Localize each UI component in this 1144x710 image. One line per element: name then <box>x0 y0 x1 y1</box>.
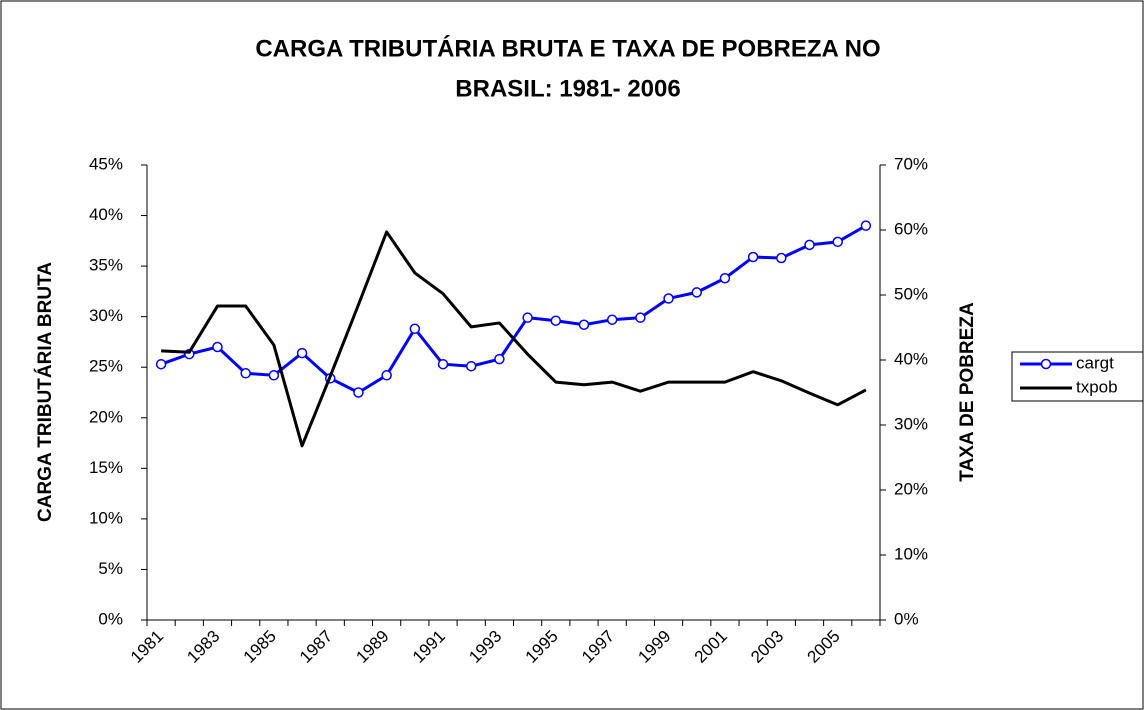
point-marker <box>494 353 505 365</box>
y2-tick-label: 60% <box>894 219 928 238</box>
point-marker <box>268 370 280 381</box>
point-marker <box>719 272 731 284</box>
point-marker <box>212 341 223 353</box>
y2-axis-title: TAXA DE POBREZA <box>957 302 978 482</box>
y-tick-label: 0% <box>98 609 123 628</box>
y-tick-label: 10% <box>89 508 123 527</box>
y-tick-label: 25% <box>89 357 123 376</box>
legend-box <box>1011 351 1144 402</box>
y-tick-label: 40% <box>89 205 123 224</box>
y-tick-label: 45% <box>89 154 123 173</box>
series-line <box>161 230 867 448</box>
point-marker <box>409 323 421 335</box>
point-marker <box>240 368 251 379</box>
y-tick-label: 15% <box>89 458 123 477</box>
legend-marker <box>1040 358 1052 370</box>
chart-title: CARGA TRIBUTÁRIA BRUTA E TAXA DE POBREZA… <box>255 34 880 62</box>
point-marker <box>635 312 646 323</box>
point-marker <box>606 314 618 325</box>
point-marker <box>691 287 702 298</box>
point-marker <box>381 370 392 381</box>
point-marker <box>832 236 843 248</box>
legend-label: txpob <box>1076 377 1118 396</box>
point-marker <box>155 358 167 370</box>
y-tick-label: 20% <box>89 407 123 426</box>
chart-title: BRASIL: 1981- 2006 <box>455 75 680 102</box>
point-marker <box>353 387 364 398</box>
point-marker <box>437 358 449 370</box>
point-marker <box>296 347 308 359</box>
point-marker <box>776 252 787 264</box>
y2-tick-label: 20% <box>894 479 928 498</box>
point-marker <box>804 239 815 251</box>
point-marker <box>465 360 477 372</box>
point-marker <box>747 251 759 263</box>
y2-tick-label: 0% <box>894 609 919 628</box>
y-tick-label: 30% <box>89 306 123 325</box>
point-marker <box>578 319 590 331</box>
point-marker <box>860 220 872 231</box>
y-tick-label: 5% <box>98 559 123 578</box>
y2-tick-label: 10% <box>894 544 928 563</box>
y-axis-title: CARGA TRIBUTÁRIA BRUTA <box>34 262 56 522</box>
y-tick-label: 35% <box>89 256 123 275</box>
point-marker <box>550 315 562 326</box>
point-marker <box>522 312 533 323</box>
y2-tick-label: 40% <box>894 349 928 368</box>
y2-tick-label: 30% <box>894 414 928 433</box>
point-marker <box>663 293 674 304</box>
y2-tick-label: 70% <box>894 154 928 173</box>
y2-tick-label: 50% <box>894 284 928 303</box>
legend-label: cargt <box>1076 353 1114 372</box>
